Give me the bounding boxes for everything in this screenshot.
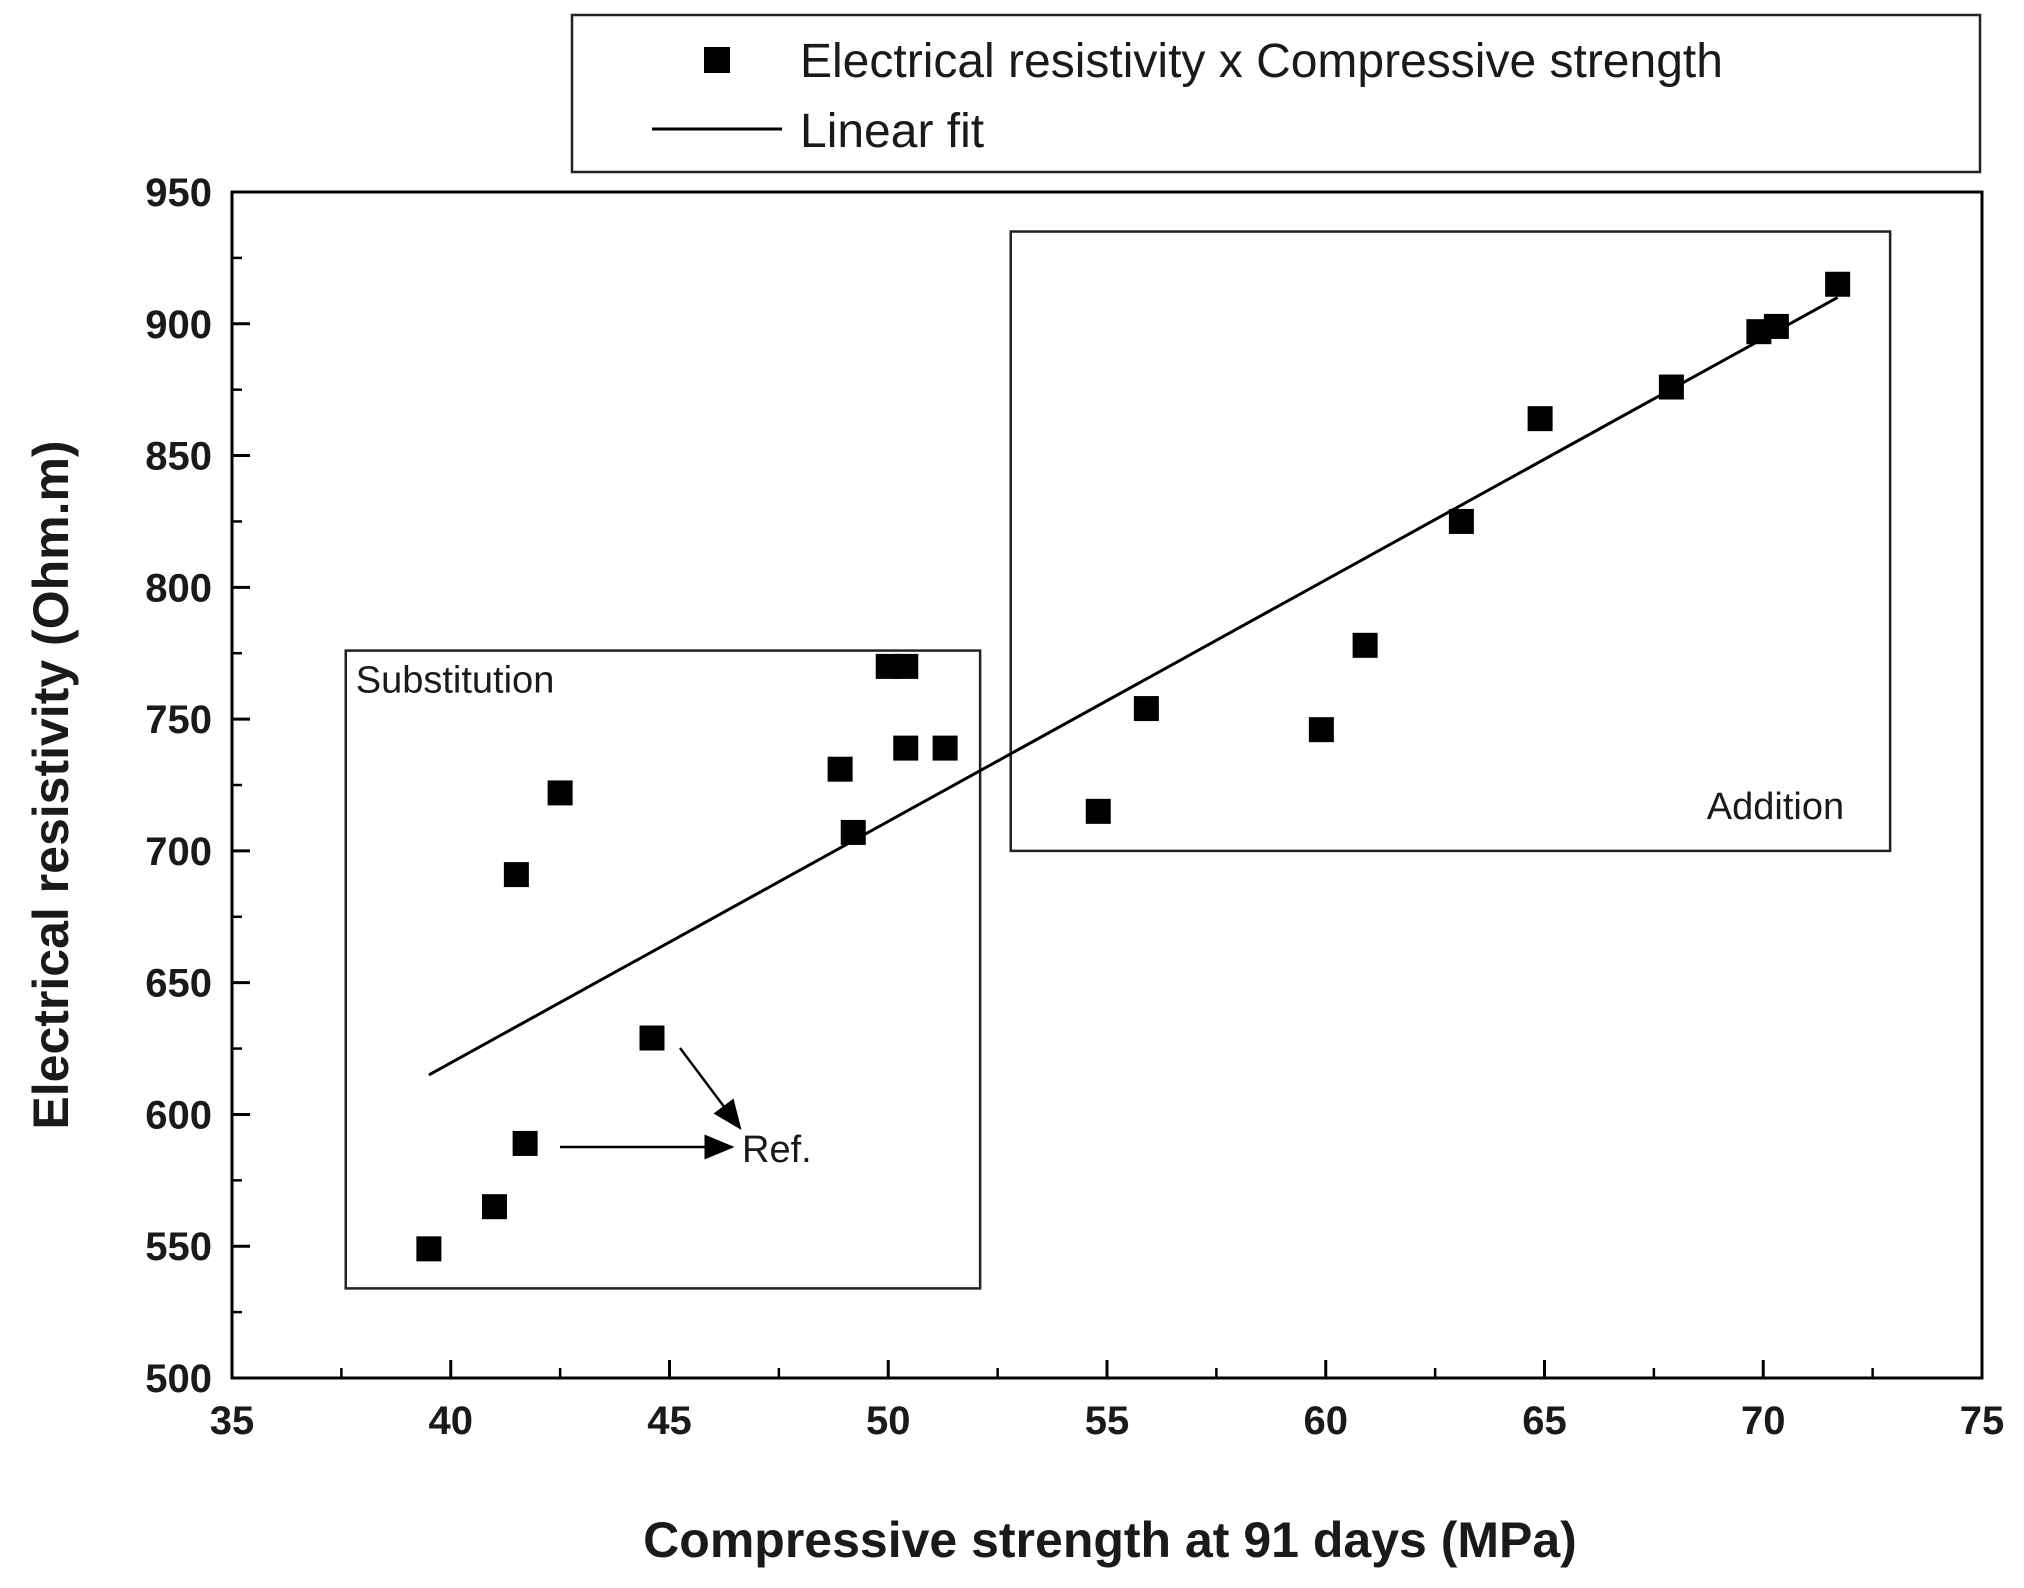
data-point xyxy=(482,1194,507,1220)
ref-annotation: Ref. xyxy=(560,1047,812,1171)
legend: Electrical resistivity x Compressive str… xyxy=(570,13,1982,174)
data-point xyxy=(1352,632,1378,658)
y-tick-label: 850 xyxy=(145,435,212,479)
x-tick-label: 65 xyxy=(1522,1399,1567,1443)
data-point xyxy=(1133,696,1159,722)
x-tick-label: 55 xyxy=(1085,1399,1130,1443)
legend-marker-points xyxy=(704,47,730,73)
y-tick-label: 500 xyxy=(145,1357,212,1401)
data-point xyxy=(1658,374,1684,400)
data-point xyxy=(840,819,866,845)
ref-arrow-diagonal xyxy=(679,1047,742,1130)
x-tick-label: 40 xyxy=(429,1399,474,1443)
regions: Substitution Addition xyxy=(344,230,1892,1290)
x-tick-label: 70 xyxy=(1741,1399,1786,1443)
x-tick-label: 45 xyxy=(647,1399,692,1443)
y-axis: 500 550 600 650 700 750 800 850 900 950 xyxy=(145,171,250,1401)
data-point xyxy=(1448,508,1474,534)
data-point xyxy=(1527,406,1553,432)
x-tick-label: 50 xyxy=(866,1399,911,1443)
y-tick-label: 550 xyxy=(145,1225,212,1269)
data-point xyxy=(1085,798,1111,824)
x-axis: 35 40 45 50 55 60 65 70 75 xyxy=(210,1360,2005,1443)
data-point xyxy=(893,653,919,679)
y-tick-label: 650 xyxy=(145,962,212,1006)
data-point xyxy=(416,1236,442,1262)
x-tick-label: 75 xyxy=(1960,1399,2005,1443)
data-point xyxy=(1308,717,1334,743)
y-tick-label: 600 xyxy=(145,1093,212,1137)
data-point xyxy=(512,1130,538,1156)
y-tick-label: 900 xyxy=(145,303,212,347)
x-tick-label: 35 xyxy=(210,1399,255,1443)
data-point xyxy=(932,735,958,761)
data-points xyxy=(416,271,1851,1262)
x-tick-label: 60 xyxy=(1304,1399,1349,1443)
data-point xyxy=(827,756,853,782)
legend-box xyxy=(570,13,1982,174)
data-point xyxy=(1763,313,1789,339)
legend-label-fit: Linear fit xyxy=(800,105,984,158)
linear-fit-line xyxy=(428,296,1839,1077)
region-label-substitution: Substitution xyxy=(356,660,555,702)
region-box-addition xyxy=(1009,230,1892,853)
data-point xyxy=(1825,271,1851,297)
legend-label-points: Electrical resistivity x Compressive str… xyxy=(800,35,1723,88)
x-axis-title: Compressive strength at 91 days (MPa) xyxy=(643,1512,1577,1568)
ref-label: Ref. xyxy=(742,1129,812,1171)
data-point xyxy=(893,735,919,761)
y-tick-label: 800 xyxy=(145,566,212,610)
data-point xyxy=(503,862,529,888)
data-point xyxy=(639,1025,665,1051)
y-axis-title: Electrical resistivity (Ohm.m) xyxy=(23,440,79,1129)
region-box-substitution xyxy=(344,649,982,1290)
y-tick-label: 950 xyxy=(145,171,212,215)
data-point xyxy=(547,780,573,806)
y-tick-label: 700 xyxy=(145,830,212,874)
region-label-addition: Addition xyxy=(1707,786,1844,828)
y-tick-label: 750 xyxy=(145,698,212,742)
